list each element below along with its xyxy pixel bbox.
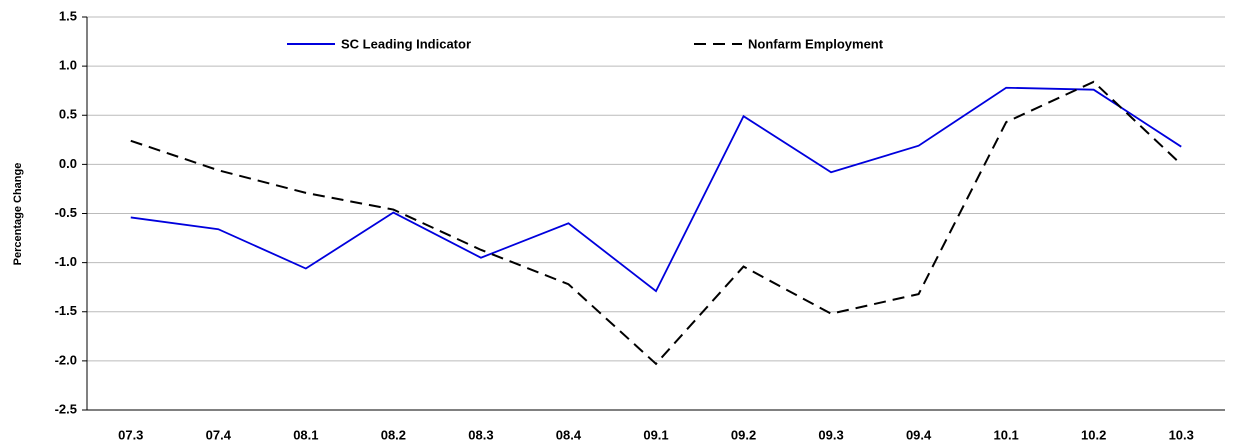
x-tick-label: 10.1: [993, 427, 1018, 442]
x-tick-label: 08.2: [381, 427, 406, 442]
y-tick-label: -2.5: [55, 401, 77, 416]
x-tick-label: 08.1: [293, 427, 318, 442]
x-tick-label: 10.2: [1081, 427, 1106, 442]
x-tick-label: 08.3: [468, 427, 493, 442]
y-tick-label: 1.5: [59, 8, 77, 23]
x-tick-label: 07.3: [118, 427, 143, 442]
x-tick-label: 07.4: [206, 427, 232, 442]
y-tick-label: -1.0: [55, 254, 77, 269]
x-tick-label: 09.1: [643, 427, 668, 442]
y-tick-label: 0.5: [59, 107, 77, 122]
legend-label: SC Leading Indicator: [341, 36, 471, 51]
y-tick-label: 0.0: [59, 156, 77, 171]
y-axis-label: Percentage Change: [12, 163, 24, 266]
x-tick-label: 08.4: [556, 427, 582, 442]
x-tick-label: 10.3: [1169, 427, 1194, 442]
y-tick-label: -1.5: [55, 303, 77, 318]
legend-label: Nonfarm Employment: [748, 36, 884, 51]
series-line: [130, 86, 1182, 293]
x-tick-label: 09.2: [731, 427, 756, 442]
y-tick-label: -2.0: [55, 352, 77, 367]
x-tick-label: 09.4: [906, 427, 932, 442]
y-tick-label: 1.0: [59, 58, 77, 73]
y-tick-label: -0.5: [55, 205, 77, 220]
x-tick-label: 09.3: [818, 427, 843, 442]
series-line: [130, 80, 1182, 366]
